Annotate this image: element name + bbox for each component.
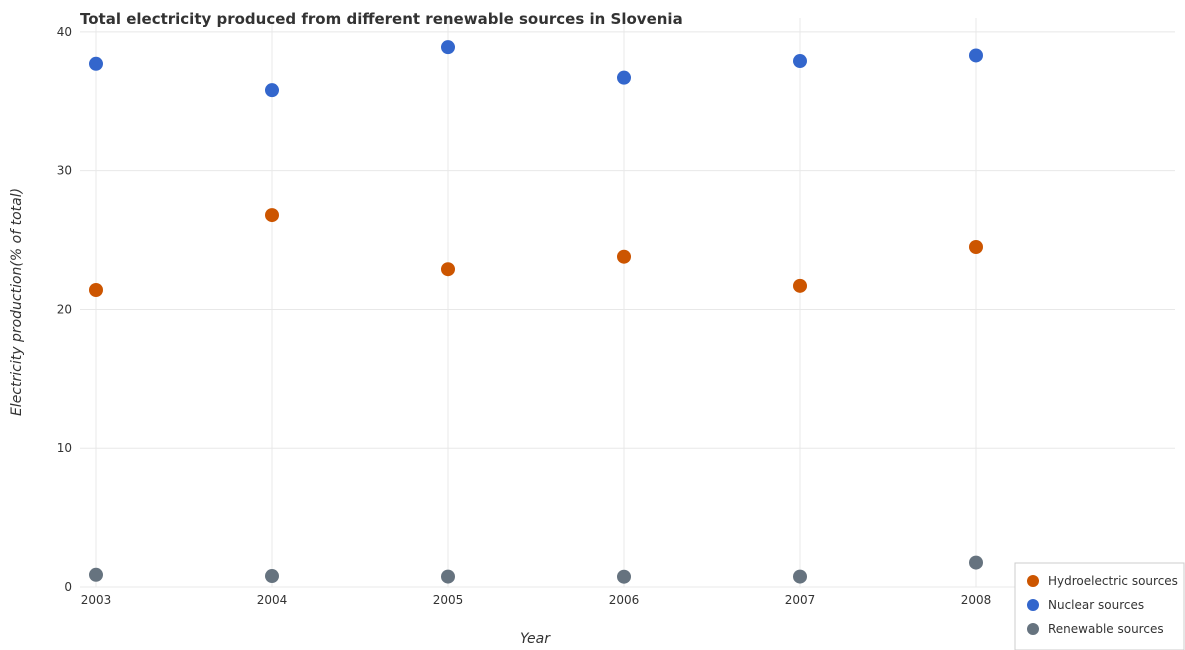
data-point <box>793 569 807 584</box>
y-tick-label: 30 <box>57 164 72 178</box>
data-point <box>441 262 455 277</box>
y-tick-label: 20 <box>57 302 72 316</box>
legend-marker <box>1027 599 1039 611</box>
chart-title: Total electricity produced from differen… <box>80 10 683 28</box>
data-point <box>617 249 631 264</box>
data-point <box>969 555 983 570</box>
data-point <box>265 569 279 584</box>
data-point <box>89 567 103 582</box>
data-point <box>89 56 103 71</box>
data-point <box>265 83 279 98</box>
data-point <box>969 239 983 254</box>
x-tick-label: 2006 <box>609 593 640 607</box>
legend-marker <box>1027 623 1039 635</box>
data-point <box>265 208 279 223</box>
legend-label: Nuclear sources <box>1048 598 1144 612</box>
legend-marker <box>1027 575 1039 587</box>
x-axis-label: Year <box>520 631 551 647</box>
data-point <box>89 283 103 298</box>
plot-area <box>80 18 1175 587</box>
data-point <box>793 54 807 69</box>
data-point <box>617 569 631 584</box>
data-point <box>441 569 455 584</box>
x-ticks: 2003 2004 2005 2006 2007 2008 <box>81 593 992 607</box>
legend: Hydroelectric sources Nuclear sources Rene… <box>1014 562 1185 650</box>
y-tick-label: 40 <box>57 25 72 39</box>
legend-label: Hydroelectric sources <box>1048 574 1178 588</box>
data-points <box>89 40 983 584</box>
y-ticks: 0 10 20 30 40 <box>57 25 72 594</box>
y-tick-label: 0 <box>64 580 72 594</box>
data-point <box>441 40 455 55</box>
x-tick-label: 2008 <box>961 593 992 607</box>
data-point <box>793 278 807 293</box>
legend-box <box>1014 562 1185 650</box>
data-point <box>617 70 631 85</box>
x-tick-label: 2007 <box>785 593 816 607</box>
y-axis-label: Electricity production(% of total) <box>9 188 25 416</box>
x-tick-label: 2004 <box>257 593 288 607</box>
x-tick-label: 2005 <box>433 593 464 607</box>
legend-label: Renewable sources <box>1048 622 1164 636</box>
y-tick-label: 10 <box>57 441 72 455</box>
x-tick-label: 2003 <box>81 593 112 607</box>
grid <box>80 18 1175 588</box>
data-point <box>969 48 983 63</box>
